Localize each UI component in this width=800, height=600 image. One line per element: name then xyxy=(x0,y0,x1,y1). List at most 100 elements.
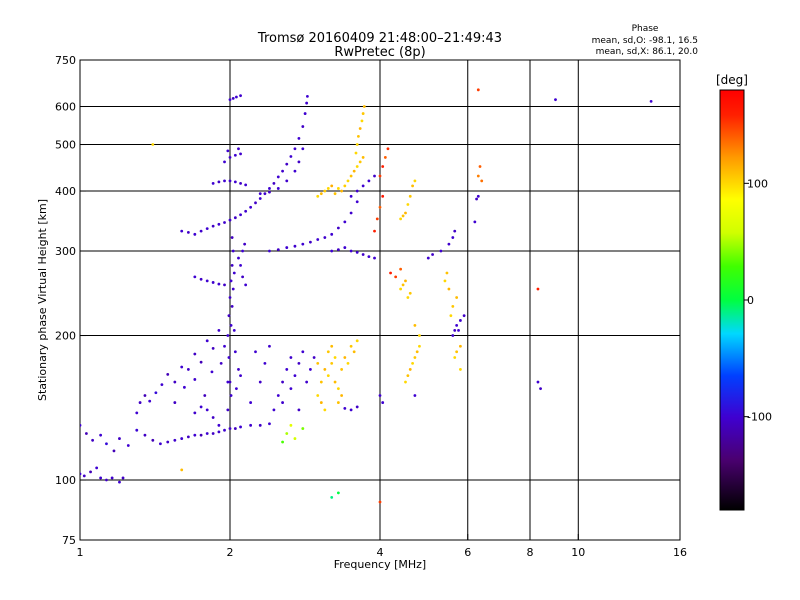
data-point xyxy=(323,189,327,193)
data-point xyxy=(462,314,466,318)
data-point xyxy=(408,194,412,198)
data-point xyxy=(312,356,316,359)
data-point xyxy=(413,356,417,359)
data-point xyxy=(399,287,403,291)
data-point xyxy=(406,203,410,206)
data-point xyxy=(289,356,293,359)
data-point xyxy=(226,149,230,153)
data-point xyxy=(431,253,434,256)
data-points xyxy=(80,88,653,504)
data-point xyxy=(401,214,405,218)
y-tick-label: 750 xyxy=(55,54,76,67)
data-point xyxy=(143,394,147,397)
data-point xyxy=(205,279,209,283)
y-tick-label: 300 xyxy=(55,245,76,258)
data-point xyxy=(186,368,190,371)
data-point xyxy=(223,344,226,348)
data-point xyxy=(355,165,359,168)
data-point xyxy=(386,147,390,151)
data-point xyxy=(211,416,215,419)
data-point xyxy=(316,238,320,241)
data-point xyxy=(211,224,215,228)
data-point xyxy=(234,387,238,391)
data-point xyxy=(231,249,235,253)
data-point xyxy=(193,433,197,437)
data-point xyxy=(293,374,297,378)
y-tick-label: 100 xyxy=(55,474,76,487)
data-point xyxy=(226,380,230,384)
data-point xyxy=(239,152,242,156)
data-point xyxy=(272,181,276,185)
data-point xyxy=(293,147,297,151)
colorbar-ticks: 100 0 -100 xyxy=(744,177,772,424)
data-point xyxy=(228,156,232,159)
data-point xyxy=(193,411,197,415)
data-point xyxy=(399,267,403,271)
data-point xyxy=(301,125,305,128)
data-point xyxy=(309,368,312,371)
data-point xyxy=(229,394,233,397)
x-tick-label: 1 xyxy=(77,546,84,559)
data-point xyxy=(447,242,451,246)
data-point xyxy=(383,156,387,159)
data-point xyxy=(455,350,459,354)
data-point xyxy=(193,378,197,381)
data-point xyxy=(237,368,240,371)
data-point xyxy=(358,127,362,130)
data-point xyxy=(105,478,108,482)
data-point xyxy=(289,423,293,427)
data-point xyxy=(268,344,271,348)
data-point xyxy=(268,187,271,190)
data-point xyxy=(297,361,301,365)
data-point xyxy=(336,187,340,190)
data-point xyxy=(241,275,245,279)
data-point xyxy=(355,339,359,343)
data-point xyxy=(217,282,221,286)
data-point xyxy=(211,432,215,435)
data-point xyxy=(95,466,99,470)
data-point xyxy=(89,470,92,474)
data-point xyxy=(455,296,459,299)
data-point xyxy=(228,296,232,299)
data-point xyxy=(411,184,414,188)
data-point xyxy=(476,174,480,178)
data-point xyxy=(239,213,242,217)
data-point xyxy=(219,361,223,365)
data-point xyxy=(336,401,340,404)
data-point xyxy=(406,374,410,378)
data-point xyxy=(244,283,248,287)
data-point xyxy=(453,328,457,332)
data-point xyxy=(293,169,297,173)
data-point xyxy=(297,160,301,164)
data-point xyxy=(241,249,245,253)
data-point xyxy=(268,422,271,426)
y-tick-label: 600 xyxy=(55,101,76,114)
data-point xyxy=(263,361,267,365)
data-point xyxy=(80,472,82,476)
data-point xyxy=(326,187,330,190)
data-point xyxy=(166,372,170,376)
data-point xyxy=(276,187,280,190)
data-point xyxy=(301,427,305,430)
data-point xyxy=(457,328,460,332)
data-point xyxy=(333,356,337,359)
data-point xyxy=(340,368,344,371)
data-point xyxy=(180,468,184,472)
data-point xyxy=(336,248,340,252)
data-point xyxy=(285,179,289,183)
data-point xyxy=(316,361,320,365)
data-point xyxy=(217,430,221,434)
data-point xyxy=(84,432,88,435)
data-point xyxy=(205,339,209,343)
data-point xyxy=(258,423,262,427)
data-point xyxy=(229,323,233,327)
data-point xyxy=(193,232,197,236)
data-point xyxy=(91,438,95,442)
data-point xyxy=(305,101,309,105)
data-point xyxy=(301,242,305,246)
colorbar xyxy=(719,89,745,511)
data-point xyxy=(166,440,170,444)
data-point xyxy=(346,179,350,183)
data-point xyxy=(356,134,360,138)
